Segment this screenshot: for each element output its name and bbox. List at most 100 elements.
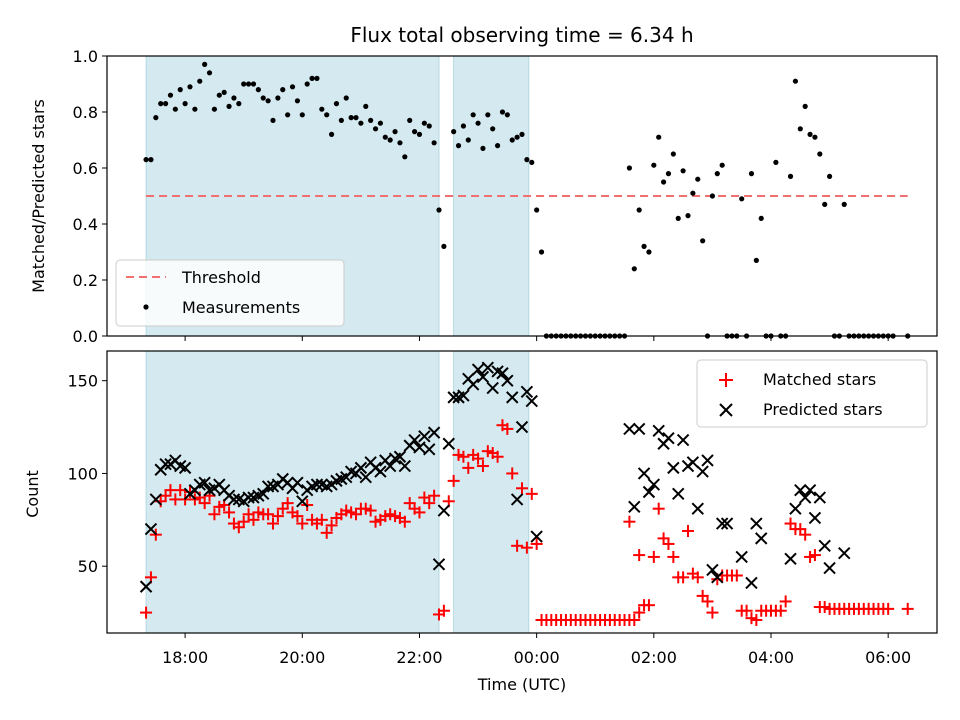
measurement-point <box>197 78 203 84</box>
predicted-star-point <box>486 381 499 395</box>
predicted-star-point <box>789 502 802 515</box>
matched-star-point <box>779 595 792 608</box>
y-tick-label: 0.0 <box>73 327 98 346</box>
predicted-star-point <box>647 478 661 491</box>
measurement-point <box>304 81 310 87</box>
predicted-star-point <box>794 483 807 497</box>
matched-star-point <box>501 422 514 435</box>
predicted-star-point <box>813 491 827 504</box>
y-tick-label: 100 <box>67 464 98 483</box>
measurement-point <box>675 215 681 221</box>
measurement-point <box>397 140 403 146</box>
measurement-point <box>260 95 266 101</box>
measurement-point <box>416 131 423 137</box>
top-legend: Threshold Measurements <box>115 259 345 327</box>
x-tick-label: 18:00 <box>162 648 208 667</box>
matched-star-point <box>901 602 914 615</box>
matched-star-point <box>271 510 284 523</box>
predicted-star-point <box>359 470 372 484</box>
measurement-point <box>343 95 349 101</box>
matched-star-point <box>706 606 719 619</box>
predicted-star-point <box>735 550 748 564</box>
matched-star-point <box>730 569 743 582</box>
predicted-star-point <box>442 437 455 450</box>
predicted-star-point <box>750 517 763 530</box>
measurement-point <box>680 168 686 174</box>
predicted-star-point <box>261 480 275 493</box>
bottom-panel: 50 100 150 18:00 20:00 22:00 00:00 02:00 04:00 0… <box>23 350 938 694</box>
measurement-point <box>758 215 764 221</box>
matched-star-point <box>262 508 275 521</box>
measurement-point <box>280 87 286 93</box>
measurement-point <box>514 134 520 140</box>
measurement-point <box>695 176 701 182</box>
predicted-star-point <box>798 491 812 504</box>
matched-star-point <box>642 599 655 612</box>
measurement-point <box>226 103 232 109</box>
measurement-point <box>494 143 501 149</box>
top-measurement-points <box>143 61 911 339</box>
matched-star-point <box>462 461 475 474</box>
measurement-point <box>753 257 759 263</box>
matched-star-point <box>325 519 338 532</box>
predicted-star-point <box>383 459 397 473</box>
matched-star-point <box>423 497 436 510</box>
measurement-point <box>148 157 154 163</box>
legend-matched-label: Matched stars <box>763 370 876 389</box>
predicted-star-point <box>652 424 665 437</box>
measurement-point <box>353 115 359 121</box>
matched-star-point <box>413 506 426 519</box>
measurement-point <box>236 101 242 107</box>
measurement-point <box>475 120 481 126</box>
predicted-star-point <box>393 450 407 463</box>
measurement-point <box>519 131 525 137</box>
measurement-point <box>202 61 208 67</box>
measurement-point <box>265 98 271 104</box>
predicted-star-point <box>159 457 172 471</box>
matched-star-point <box>774 604 787 617</box>
measurement-point <box>480 145 486 151</box>
predicted-star-point <box>510 493 524 506</box>
predicted-star-point <box>745 576 758 590</box>
matched-star-point <box>437 604 450 617</box>
predicted-star-point <box>686 456 700 469</box>
predicted-star-point <box>374 465 387 478</box>
matched-star-point <box>398 515 411 528</box>
measurement-point <box>153 115 159 121</box>
measurement-point <box>460 123 467 129</box>
measurement-point <box>358 120 364 126</box>
predicted-star-point <box>149 493 163 506</box>
matched-star-point <box>491 450 504 463</box>
predicted-star-point <box>642 485 656 499</box>
predicted-star-point <box>242 491 255 504</box>
measurement-point <box>739 196 745 202</box>
measurement-point <box>319 106 325 112</box>
predicted-star-point <box>696 465 709 478</box>
matched-star-point <box>203 489 216 502</box>
x-tick-label: 22:00 <box>396 648 442 667</box>
measurement-point <box>245 81 252 87</box>
matched-star-point <box>750 614 763 627</box>
predicted-star-point <box>139 580 153 593</box>
predicted-star-point <box>784 552 797 565</box>
matched-star-point <box>633 606 646 619</box>
measurement-point <box>241 81 247 87</box>
measurement-point <box>719 162 725 168</box>
measurement-point <box>187 84 193 90</box>
legend-predicted-label: Predicted stars <box>763 400 883 419</box>
measurement-point <box>158 101 164 107</box>
measurement-point <box>348 115 354 121</box>
measurement-point <box>636 207 642 213</box>
measurement-point <box>792 78 799 84</box>
measurement-point <box>182 101 188 107</box>
predicted-star-point <box>808 511 822 525</box>
matched-star-point <box>291 510 304 523</box>
measurement-point <box>841 201 847 207</box>
predicted-star-point <box>637 467 651 480</box>
matched-star-point <box>623 515 636 528</box>
top-y-axis-ticks: 0.0 0.2 0.4 0.6 0.8 1.0 <box>73 47 107 346</box>
measurement-point <box>660 179 667 185</box>
measurement-point <box>294 98 301 104</box>
matched-star-point <box>740 604 753 617</box>
measurement-point <box>529 159 535 165</box>
